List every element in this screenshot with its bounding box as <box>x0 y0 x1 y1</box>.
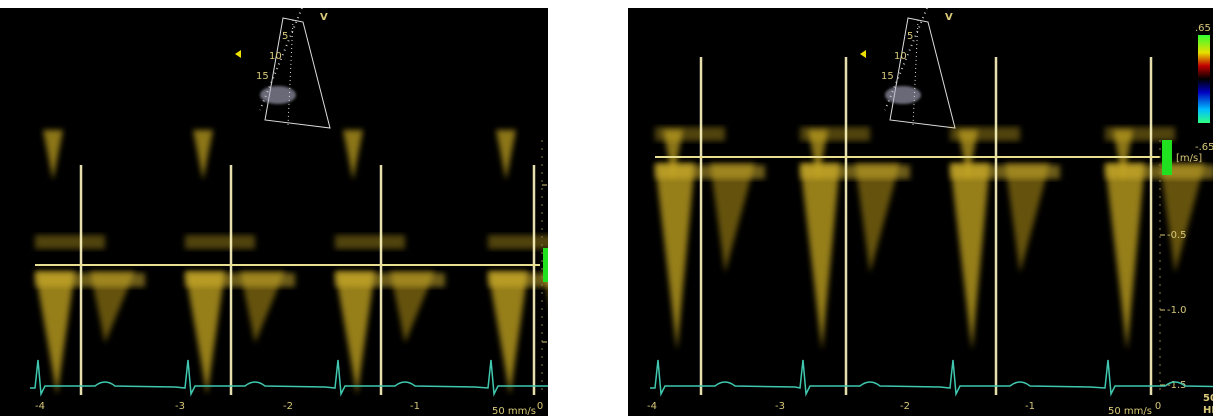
time-tick-label: -4 <box>35 401 45 412</box>
time-tick-label: -2 <box>900 401 910 412</box>
depth-label: 10 <box>894 51 907 62</box>
panel-background <box>0 8 548 416</box>
color-scale-min: -.65 <box>555 141 575 152</box>
depth-label: 5 <box>282 31 288 42</box>
spectral-envelope <box>950 163 990 350</box>
spectral-spike <box>43 130 63 180</box>
spectral-noise <box>35 273 145 287</box>
baseline-marker <box>1162 140 1172 175</box>
spectral-noise <box>488 235 548 249</box>
spectral-noise <box>950 127 1020 141</box>
sector-tissue <box>885 86 921 104</box>
velocity-unit: [m/s] <box>1176 153 1202 164</box>
time-tick-label: -3 <box>775 401 785 412</box>
spectral-envelope <box>90 271 135 343</box>
baseline-marker <box>543 248 548 282</box>
cursor-line <box>912 19 919 126</box>
spectral-envelope <box>543 271 548 295</box>
spectral-spike <box>663 130 683 180</box>
spectral-envelope <box>800 163 840 350</box>
mode-label: V <box>945 12 953 23</box>
hr-value: 50 <box>562 393 576 404</box>
spectral-noise <box>950 165 1060 179</box>
velocity-tick-label: -1.0 <box>1167 305 1187 316</box>
spectral-envelope <box>240 271 285 343</box>
time-tick-label: -2 <box>283 401 293 412</box>
hr-label: HR <box>1203 405 1213 416</box>
spectral-envelope <box>710 163 755 273</box>
depth-label: 15 <box>881 71 894 82</box>
spectral-noise <box>655 165 765 179</box>
spectral-noise <box>800 127 870 141</box>
time-tick-label: 0 <box>1155 401 1161 412</box>
spectral-envelope <box>185 271 225 395</box>
spectral-envelope <box>855 163 900 273</box>
sweep-speed: 50 mm/s <box>1108 406 1152 416</box>
spectral-envelope <box>1105 163 1145 350</box>
spectral-noise <box>800 165 910 179</box>
hr-label: HR <box>562 405 578 416</box>
spectral-spike <box>1113 130 1133 180</box>
color-bar <box>1198 35 1210 123</box>
spectral-envelope <box>655 163 695 350</box>
spectral-spike <box>496 130 516 180</box>
spectral-noise <box>335 235 405 249</box>
time-tick-label: -4 <box>647 401 657 412</box>
spectral-noise <box>35 235 105 249</box>
color-scale-max: .65 <box>563 23 579 34</box>
color-bar <box>565 35 577 123</box>
depth-marker <box>860 50 866 58</box>
color-scale-min: -.65 <box>1195 142 1213 153</box>
depth-label: 5 <box>907 31 913 42</box>
velocity-unit: [m/s] <box>549 263 575 274</box>
velocity-tick-label: -0.5 <box>549 337 569 348</box>
spectral-envelope <box>1005 163 1050 273</box>
spectral-spike <box>958 130 978 180</box>
spectral-noise <box>185 235 255 249</box>
sector-outline <box>264 17 331 129</box>
time-tick-label: 0 <box>537 401 543 412</box>
ecg-trace <box>30 359 548 397</box>
hr-value: 50 <box>1203 393 1213 404</box>
time-tick-label: -1 <box>410 401 420 412</box>
spectral-envelope <box>35 271 75 395</box>
color-scale-max: .65 <box>1195 23 1211 34</box>
spectral-envelope <box>488 271 528 395</box>
depth-marker <box>235 50 241 58</box>
depth-scale <box>884 8 928 111</box>
cursor-line <box>287 19 294 126</box>
spectral-noise <box>185 273 295 287</box>
spectral-envelope <box>335 271 375 395</box>
depth-label: 10 <box>269 51 282 62</box>
ecg-trace <box>650 359 1213 397</box>
sector-tissue <box>260 86 296 104</box>
spectral-envelope <box>390 271 435 343</box>
sweep-speed: 50 mm/s <box>492 406 536 416</box>
time-tick-label: -1 <box>1025 401 1035 412</box>
time-tick-label: -3 <box>175 401 185 412</box>
spectral-noise <box>655 127 725 141</box>
depth-scale <box>259 8 303 111</box>
spectral-spike <box>808 130 828 180</box>
velocity-tick-label: 0.5 <box>549 180 565 191</box>
velocity-tick-label: -1.5 <box>1167 380 1187 391</box>
mode-label: V <box>320 12 328 23</box>
velocity-tick-label: -0.5 <box>1167 230 1187 241</box>
spectral-noise <box>1105 127 1175 141</box>
depth-label: 15 <box>256 71 269 82</box>
spectral-envelope <box>1160 163 1205 273</box>
spectral-noise <box>1105 165 1213 179</box>
spectral-spike <box>343 130 363 180</box>
spectral-noise <box>335 273 445 287</box>
spectral-spike <box>193 130 213 180</box>
